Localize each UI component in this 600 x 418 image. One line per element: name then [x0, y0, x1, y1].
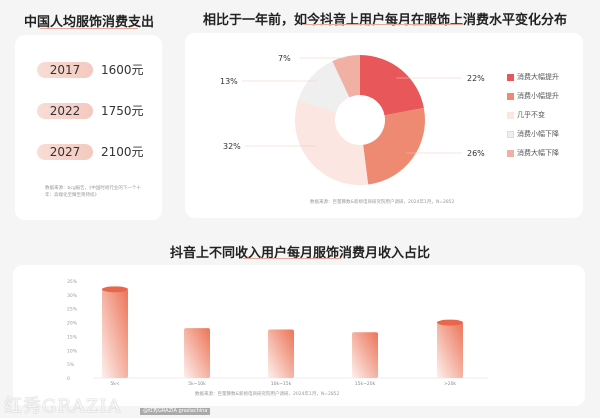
bar-cap — [437, 319, 463, 326]
left-source: 数据来源：bcg报告，《中国时尚行业的下一个十年：高端化至臻至简持续》 — [45, 186, 141, 198]
year-badge: 2027 — [37, 144, 93, 160]
pie-card: 22% 26% 32% 13% 7% 消费大幅提升 消费小幅提升 几乎不变消费小幅下降 消费大… — [185, 33, 583, 218]
donut-chart: 22% 26% 32% 13% 7% — [220, 54, 485, 185]
bar — [102, 289, 128, 378]
legend-item: 消费小幅下降 — [507, 129, 559, 139]
y-tick-label: 10% — [67, 348, 78, 354]
legend-item: 消费大幅下降 — [507, 148, 559, 158]
year-badge: 2017 — [37, 62, 93, 78]
legend-swatch — [507, 111, 514, 119]
x-tick-label: 5k< — [110, 381, 119, 387]
legend-swatch — [507, 149, 514, 157]
pie-slice — [363, 107, 425, 185]
legend-label: 消费小幅下降 — [517, 130, 559, 138]
bar — [184, 328, 210, 378]
bar-card: 35% 30% 25% 20% 15% 10% 5% 0 5k< 5k~10k 10k~15k 15k… — [13, 265, 585, 406]
bar-title: 抖音上不同收入用户每月服饰消费月收入占比 — [169, 246, 430, 261]
legend-label: 几乎不变 — [517, 111, 545, 119]
bar-cap — [102, 286, 128, 293]
legend-item: 消费小幅提升 — [507, 91, 559, 101]
pie-title: 相比于一年前，如今抖音上用户每月在服饰上消费水平变化分布 — [202, 13, 567, 28]
legend-swatch — [507, 73, 514, 81]
spending-value: 2100元 — [101, 145, 144, 159]
spending-value: 1750元 — [101, 104, 144, 118]
y-tick-label: 30% — [67, 293, 78, 299]
slice-label: 13% — [220, 77, 238, 86]
spending-value: 1600元 — [101, 63, 144, 77]
slice-label: 26% — [467, 149, 485, 158]
grazia-logo-watermark: 红秀GRAZIA — [4, 396, 122, 417]
x-tick-label: 5k~10k — [188, 381, 206, 387]
legend-label: 消费大幅下降 — [517, 149, 559, 157]
legend-item: 几乎不变 — [507, 110, 545, 120]
year-badge: 2022 — [37, 103, 93, 119]
legend-label: 消费大幅提升 — [517, 73, 559, 81]
pie-slice — [295, 99, 369, 185]
bar-chart: 35% 30% 25% 20% 15% 10% 5% 0 5k< 5k~10k 10k~15k 15k… — [67, 279, 488, 387]
y-tick-label: 5% — [67, 362, 75, 368]
title-underline — [40, 28, 138, 29]
pie-slice — [298, 61, 350, 113]
pie-slice — [332, 55, 360, 98]
left-title: 中国人均服饰消费支出 — [23, 15, 154, 30]
pie-slice — [360, 55, 424, 116]
legend-item: 消费大幅提升 — [507, 72, 559, 82]
y-tick-label: 0 — [67, 376, 70, 382]
bar-source: 数据来源：巨量算数&新榜电商研究院用户调研，2024年1月，N=2852 — [195, 392, 340, 397]
legend-label: 消费小幅提升 — [517, 92, 559, 100]
title-underline — [243, 258, 341, 259]
x-tick-label: 10k~15k — [271, 381, 292, 387]
y-tick-label: 35% — [67, 279, 78, 285]
social-handles-watermark: @红秀GRAZIA graziachina — [140, 408, 211, 415]
title-underline — [304, 24, 464, 25]
x-tick-label: >20k — [444, 381, 456, 387]
y-tick-label: 15% — [67, 334, 78, 340]
legend-swatch — [507, 92, 514, 100]
slice-label: 22% — [467, 74, 485, 83]
bar — [437, 322, 463, 378]
pie-source: 数据来源：巨量算数&新榜电商研究院用户调研，2024年1月，N=2852 — [310, 200, 455, 205]
spending-card: 2017 1600元 2022 1750元 2027 2100元 数据来源：bcg报告，《… — [15, 35, 162, 220]
y-tick-label: 25% — [67, 307, 78, 313]
bar — [268, 329, 294, 378]
x-tick-label: 15k~20k — [355, 381, 376, 387]
slice-label: 7% — [278, 54, 291, 63]
bar — [352, 332, 378, 378]
legend-swatch — [507, 130, 514, 138]
slice-label: 32% — [223, 142, 241, 151]
y-tick-label: 20% — [67, 321, 78, 327]
